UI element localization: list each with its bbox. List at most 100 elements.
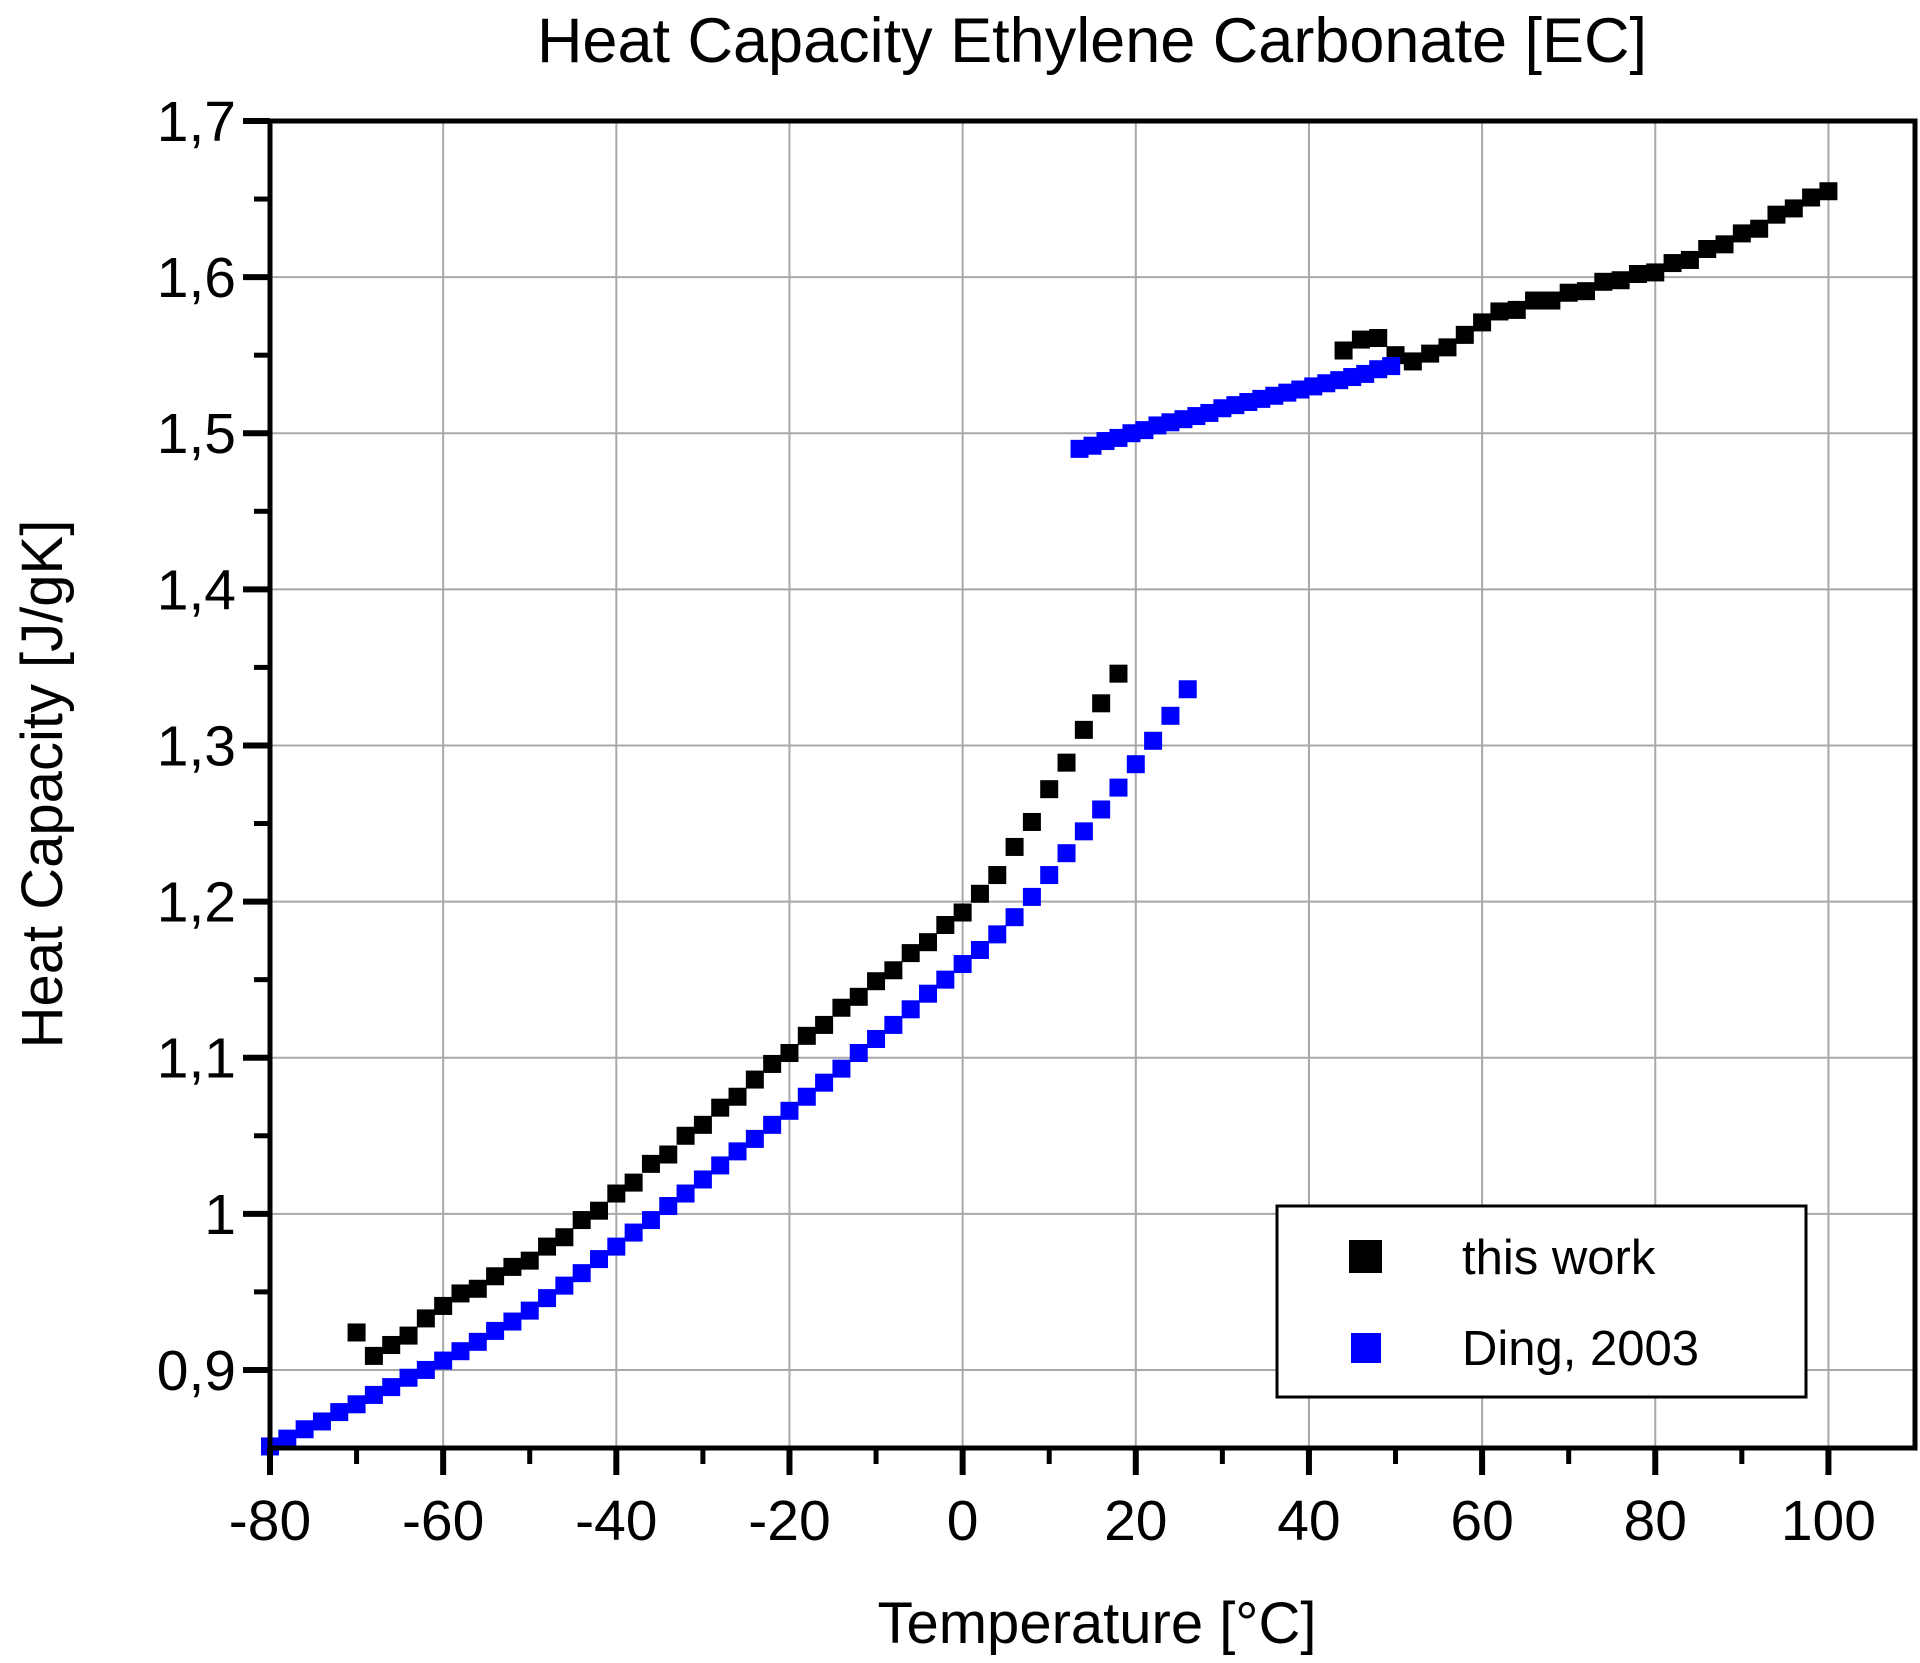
data-point-marker bbox=[815, 1015, 834, 1034]
data-point-marker bbox=[1767, 205, 1786, 224]
data-point-marker bbox=[953, 903, 972, 922]
data-point-marker bbox=[590, 1250, 608, 1269]
data-point-marker bbox=[1040, 866, 1059, 885]
data-point-marker bbox=[970, 884, 989, 903]
data-point-marker bbox=[1455, 325, 1474, 344]
data-point-marker bbox=[607, 1184, 626, 1203]
x-axis-title: Temperature [°C] bbox=[877, 1591, 1316, 1656]
data-point-marker bbox=[1577, 282, 1595, 301]
data-point-marker bbox=[659, 1197, 678, 1216]
data-point-marker bbox=[1525, 291, 1544, 310]
x-tick-label: 60 bbox=[1450, 1489, 1513, 1553]
data-point-marker bbox=[1784, 199, 1803, 218]
data-point-marker bbox=[797, 1026, 816, 1045]
data-point-marker bbox=[1628, 264, 1647, 283]
gridlines bbox=[270, 121, 1915, 1448]
data-point-marker bbox=[1750, 219, 1769, 238]
data-point-marker bbox=[849, 1044, 868, 1063]
legend-marker-this-work bbox=[1349, 1240, 1382, 1273]
data-point-marker bbox=[434, 1296, 453, 1315]
data-point-marker bbox=[468, 1332, 487, 1351]
data-point-marker bbox=[884, 961, 903, 980]
data-point-marker bbox=[624, 1173, 643, 1192]
data-point-marker bbox=[919, 984, 937, 1003]
y-tick-label: 1,2 bbox=[157, 871, 236, 935]
data-point-marker bbox=[503, 1312, 522, 1331]
data-point-marker bbox=[728, 1087, 747, 1106]
data-point-marker bbox=[1802, 188, 1821, 207]
data-point-marker bbox=[763, 1115, 782, 1134]
data-point-marker bbox=[555, 1276, 574, 1295]
data-point-marker bbox=[676, 1184, 695, 1203]
data-point-marker bbox=[468, 1279, 487, 1298]
data-point-marker bbox=[1663, 254, 1682, 273]
data-point-marker bbox=[693, 1115, 712, 1134]
data-point-marker bbox=[1092, 694, 1111, 713]
data-point-marker bbox=[728, 1142, 747, 1161]
data-point-marker bbox=[988, 866, 1007, 885]
data-point-marker bbox=[1005, 837, 1024, 856]
data-point-marker bbox=[416, 1309, 435, 1328]
data-point-marker bbox=[1092, 800, 1111, 819]
data-point-marker bbox=[849, 987, 868, 1006]
data-point-marker bbox=[641, 1154, 660, 1173]
data-point-marker bbox=[295, 1420, 314, 1439]
data-point-marker bbox=[607, 1237, 626, 1256]
data-point-marker bbox=[624, 1223, 643, 1242]
data-point-marker bbox=[745, 1070, 764, 1089]
data-point-marker bbox=[1559, 283, 1578, 302]
y-tick-label: 1,6 bbox=[157, 246, 236, 310]
data-point-marker bbox=[711, 1098, 730, 1117]
data-point-marker bbox=[1144, 731, 1163, 750]
x-tick-label: 80 bbox=[1624, 1489, 1687, 1553]
data-point-marker bbox=[572, 1264, 591, 1283]
data-point-marker bbox=[780, 1101, 799, 1120]
legend-label-ding: Ding, 2003 bbox=[1462, 1322, 1699, 1376]
data-point-marker bbox=[555, 1228, 574, 1247]
data-point-marker bbox=[1507, 300, 1526, 319]
data-point-marker bbox=[278, 1429, 297, 1448]
y-axis-title: Heat Capacity [J/gK] bbox=[10, 520, 75, 1049]
data-point-marker bbox=[1611, 271, 1630, 290]
x-tick-label: -40 bbox=[575, 1489, 657, 1553]
data-series bbox=[261, 182, 1838, 1456]
data-point-marker bbox=[1351, 330, 1370, 349]
data-point-marker bbox=[382, 1335, 401, 1354]
data-point-marker bbox=[1022, 887, 1041, 906]
data-point-marker bbox=[1680, 250, 1699, 269]
data-point-marker bbox=[901, 1000, 920, 1019]
data-point-marker bbox=[745, 1129, 764, 1148]
data-point-marker bbox=[1161, 706, 1180, 725]
data-point-marker bbox=[1403, 352, 1422, 371]
series-ding-2003 bbox=[261, 357, 1401, 1456]
chart-title: Heat Capacity Ethylene Carbonate [EC] bbox=[537, 6, 1647, 76]
data-point-marker bbox=[399, 1326, 418, 1345]
data-point-marker bbox=[1473, 313, 1492, 332]
axis-tick-labels: -80 -60 -40 -20 0 20 40 60 80 100 0,9 1 1,1 1,2 1,3 1,4… bbox=[157, 90, 1876, 1553]
x-tick-label: -60 bbox=[402, 1489, 484, 1553]
data-point-marker bbox=[434, 1351, 453, 1370]
data-point-marker bbox=[936, 970, 955, 989]
data-point-marker bbox=[486, 1321, 505, 1340]
data-point-marker bbox=[1819, 182, 1838, 201]
data-point-marker bbox=[815, 1073, 834, 1092]
x-tick-label: 0 bbox=[947, 1489, 979, 1553]
data-point-marker bbox=[1594, 272, 1613, 291]
x-tick-label: 40 bbox=[1277, 1489, 1340, 1553]
data-point-marker bbox=[503, 1257, 522, 1276]
data-point-marker bbox=[919, 933, 937, 952]
data-point-marker bbox=[520, 1301, 539, 1320]
data-point-marker bbox=[797, 1087, 816, 1106]
x-tick-label: 100 bbox=[1781, 1489, 1876, 1553]
data-point-marker bbox=[312, 1412, 331, 1431]
data-point-marker bbox=[659, 1145, 678, 1164]
data-point-marker bbox=[936, 916, 955, 935]
data-point-marker bbox=[1490, 302, 1509, 321]
data-point-marker bbox=[1109, 778, 1128, 797]
y-tick-label: 1,1 bbox=[157, 1027, 236, 1091]
data-point-marker bbox=[1074, 822, 1093, 841]
data-point-marker bbox=[364, 1346, 383, 1365]
data-point-marker bbox=[486, 1267, 505, 1286]
data-point-marker bbox=[347, 1395, 366, 1414]
data-point-marker bbox=[572, 1211, 591, 1230]
